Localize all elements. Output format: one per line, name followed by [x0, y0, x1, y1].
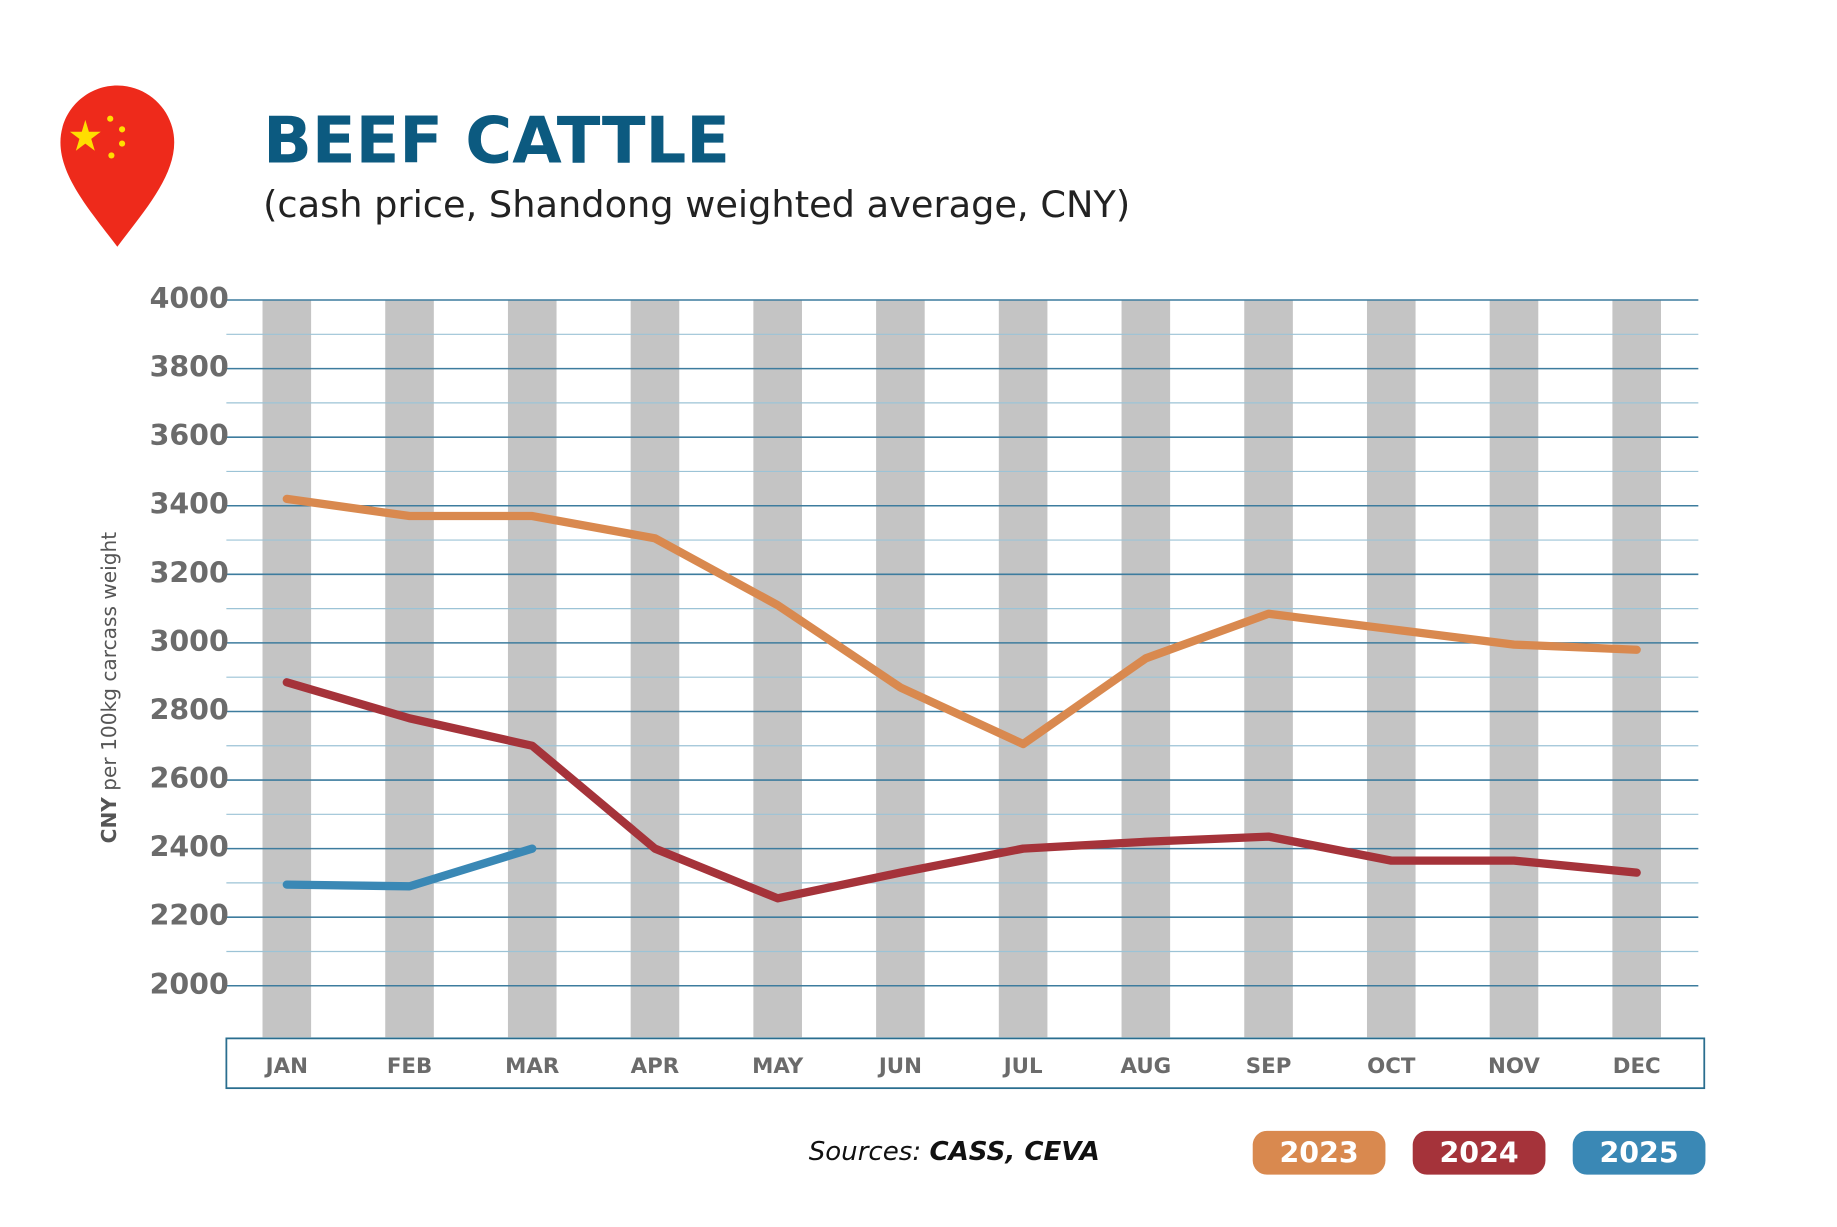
series-line — [282, 494, 1641, 749]
data-layer: 2000 2200 2400 2600 2800 3000 3200 3400 3600 3800… — [150, 282, 1706, 1175]
column-band — [1244, 300, 1293, 1038]
x-tick-label: NOV — [1488, 1054, 1540, 1079]
column-band — [1489, 300, 1539, 1038]
x-tick-label: JUL — [1002, 1054, 1043, 1079]
y-tick-label: 2600 — [150, 762, 229, 795]
legend-swatch — [1572, 1130, 1706, 1175]
y-tick-label: 4000 — [150, 282, 229, 315]
y-axis-unit: CNY — [97, 797, 121, 844]
y-tick-label: 2200 — [150, 899, 229, 932]
chart-subtitle: (cash price, Shandong weighted average, … — [263, 183, 1130, 226]
legend-label: 2024 — [1440, 1137, 1519, 1170]
x-tick-label: MAR — [505, 1054, 559, 1079]
y-tick-label: 3400 — [150, 488, 229, 521]
background-layer — [226, 299, 1699, 1038]
y-tick-label: 3800 — [150, 351, 229, 384]
column-band — [876, 300, 925, 1038]
x-tick-label: JAN — [264, 1054, 308, 1079]
column-band — [753, 300, 802, 1038]
y-axis-text: per 100kg carcass weight — [97, 532, 121, 791]
source: Sources: CASS, CEVA — [809, 1137, 1100, 1167]
y-tick-label: 2400 — [150, 831, 229, 864]
x-tick-label: DEC — [1613, 1054, 1661, 1079]
source-names: CASS, CEVA — [929, 1137, 1099, 1167]
x-tick-label: AUG — [1120, 1054, 1171, 1079]
y-tick-label: 2000 — [150, 968, 229, 1001]
column-band — [998, 300, 1048, 1038]
column-band — [507, 300, 557, 1038]
legend-label: 2023 — [1280, 1137, 1359, 1170]
x-tick-label: MAY — [752, 1054, 804, 1079]
column-band — [385, 300, 434, 1038]
series-line — [282, 678, 1641, 903]
y-axis-label: CNY per 100kg carcass weight — [97, 532, 121, 844]
legend-swatch — [1412, 1130, 1546, 1175]
x-tick-label: SEP — [1246, 1054, 1292, 1079]
y-tick-label: 3000 — [150, 625, 229, 658]
chart-title: BEEF CATTLE — [263, 104, 730, 178]
x-tick-label: FEB — [387, 1054, 432, 1079]
y-tick-label: 2800 — [150, 693, 229, 726]
column-band — [1366, 300, 1416, 1038]
location-pin — [60, 85, 175, 247]
legend-label: 2025 — [1600, 1137, 1679, 1170]
source-label: Sources: — [809, 1137, 921, 1167]
y-tick-label: 3200 — [150, 556, 229, 589]
x-tick-label: OCT — [1367, 1054, 1416, 1079]
x-tick-label: APR — [631, 1054, 680, 1079]
x-tick-label: JUN — [877, 1054, 922, 1079]
column-band — [262, 300, 312, 1038]
column-band — [630, 300, 680, 1038]
x-axis-box — [225, 1037, 1706, 1090]
legend-swatch — [1252, 1130, 1386, 1175]
series-line — [282, 844, 537, 891]
y-tick-label: 3600 — [150, 419, 229, 452]
column-band — [1612, 300, 1662, 1038]
